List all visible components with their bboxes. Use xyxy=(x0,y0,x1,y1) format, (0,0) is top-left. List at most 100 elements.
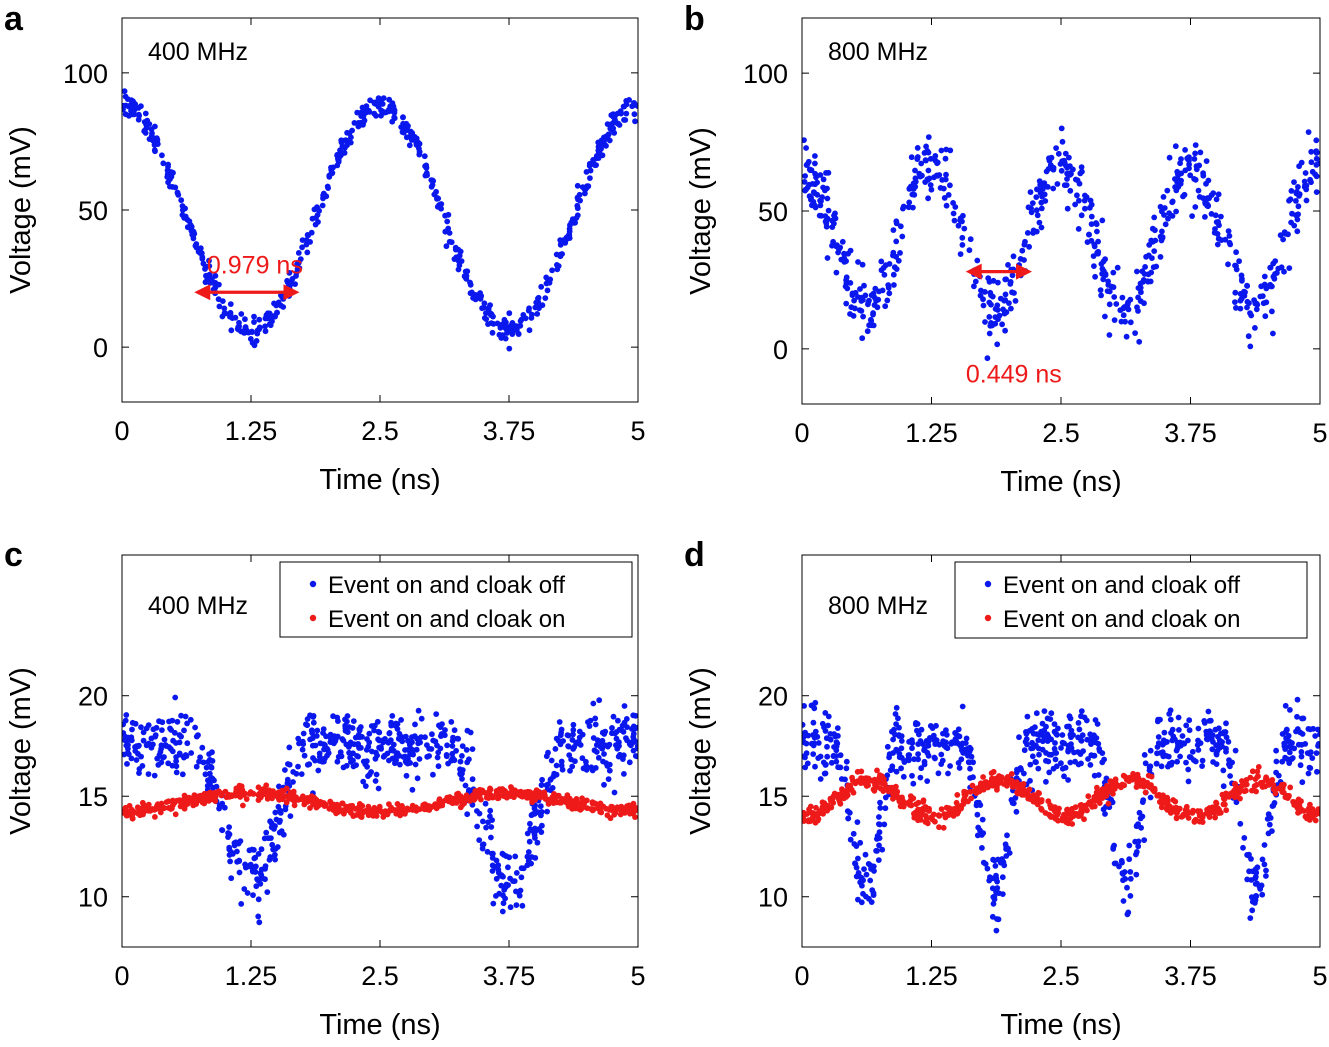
data-point xyxy=(148,133,155,140)
data-point xyxy=(1190,807,1196,814)
data-point xyxy=(963,735,970,742)
x-tick-label: 3.75 xyxy=(1164,418,1217,448)
data-point xyxy=(543,274,550,281)
data-point xyxy=(1184,811,1191,817)
data-point xyxy=(294,266,301,272)
data-point xyxy=(227,309,234,316)
data-point xyxy=(1019,247,1026,254)
data-point xyxy=(209,276,215,282)
data-point xyxy=(823,170,829,176)
data-point xyxy=(1036,178,1043,185)
data-point xyxy=(1133,784,1140,790)
data-point xyxy=(322,744,329,751)
data-point xyxy=(936,813,943,819)
data-point xyxy=(159,152,165,159)
data-point xyxy=(297,796,303,803)
data-point xyxy=(442,727,448,733)
x-axis-label: Time (ns) xyxy=(1000,466,1121,498)
data-point xyxy=(855,259,861,265)
data-point xyxy=(1038,199,1045,206)
data-point xyxy=(1138,824,1144,831)
period-label: 0.979 ns xyxy=(207,251,303,279)
data-point xyxy=(835,733,841,739)
data-point xyxy=(160,160,167,167)
data-point xyxy=(1219,739,1225,745)
data-point xyxy=(982,779,989,786)
data-point xyxy=(824,185,830,192)
data-point xyxy=(1069,805,1076,812)
data-point xyxy=(525,858,532,864)
data-point xyxy=(614,806,621,813)
data-point xyxy=(183,753,190,759)
data-point xyxy=(1191,156,1198,162)
data-point xyxy=(855,896,861,903)
data-point xyxy=(837,244,844,251)
data-point xyxy=(414,775,421,782)
data-point xyxy=(947,763,953,769)
data-point xyxy=(1030,798,1037,805)
data-point xyxy=(255,896,262,903)
data-point xyxy=(457,758,464,765)
data-point xyxy=(505,864,511,871)
data-point xyxy=(363,103,370,110)
data-point xyxy=(193,763,200,770)
data-point xyxy=(496,890,503,897)
data-point xyxy=(1106,332,1113,338)
data-point xyxy=(825,207,832,214)
data-point xyxy=(611,789,618,796)
data-point xyxy=(219,827,226,834)
data-point xyxy=(206,756,213,763)
data-point xyxy=(877,805,884,811)
data-point xyxy=(366,808,373,814)
y-tick-label: 0 xyxy=(93,333,108,363)
data-point xyxy=(349,127,355,134)
data-point xyxy=(342,727,349,734)
data-point xyxy=(202,771,209,778)
data-point xyxy=(216,805,223,812)
data-point xyxy=(1088,221,1095,228)
data-point xyxy=(1004,832,1010,839)
data-point xyxy=(835,791,841,798)
data-point xyxy=(1121,782,1128,789)
data-point xyxy=(802,703,807,709)
data-point xyxy=(512,853,519,860)
data-point xyxy=(524,830,531,837)
data-point xyxy=(941,195,948,201)
data-point xyxy=(953,799,960,806)
data-point xyxy=(847,836,854,843)
data-point xyxy=(325,750,332,756)
data-point xyxy=(1259,856,1266,863)
data-point xyxy=(158,742,165,749)
data-point xyxy=(1176,727,1182,733)
data-point xyxy=(422,163,428,170)
data-point xyxy=(597,801,604,808)
panel-letter: b xyxy=(684,0,705,38)
data-point xyxy=(1125,306,1132,313)
data-point xyxy=(385,106,392,113)
data-point xyxy=(242,324,249,330)
legend-marker xyxy=(984,614,992,622)
x-tick-label: 5 xyxy=(630,961,645,991)
data-point xyxy=(320,190,327,197)
data-point xyxy=(893,253,899,260)
data-point xyxy=(527,820,533,827)
data-point xyxy=(1263,867,1269,874)
data-point xyxy=(153,135,160,142)
data-point xyxy=(924,148,931,154)
data-point xyxy=(911,191,918,198)
x-axis-label: Time (ns) xyxy=(1000,1009,1121,1041)
data-point xyxy=(929,725,936,731)
data-point xyxy=(380,814,387,820)
data-point xyxy=(1139,268,1146,275)
data-point xyxy=(989,875,995,882)
data-point xyxy=(289,276,296,282)
data-point xyxy=(335,808,342,815)
data-point xyxy=(1114,264,1121,271)
data-point xyxy=(1013,779,1020,785)
data-point xyxy=(802,764,809,771)
data-point xyxy=(1166,807,1173,814)
data-point xyxy=(590,806,597,813)
data-point xyxy=(319,758,326,765)
data-point xyxy=(1148,782,1154,788)
data-point xyxy=(1008,771,1015,777)
